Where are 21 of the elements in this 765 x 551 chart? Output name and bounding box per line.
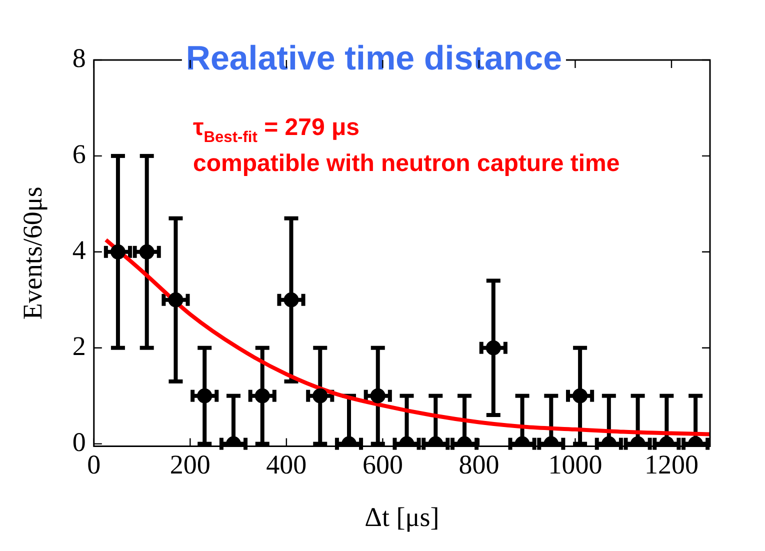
y-axis-title: Events/60μs	[17, 186, 48, 320]
chart-title: Realative time distance	[186, 39, 562, 78]
y-tick-label: 0	[72, 426, 86, 457]
x-axis-title: Δt [μs]	[364, 502, 440, 532]
point	[110, 244, 126, 260]
y-tick-label: 2	[72, 330, 86, 361]
x-tick-label: 200	[170, 449, 210, 480]
point	[486, 340, 501, 356]
point	[284, 292, 299, 308]
point	[139, 244, 154, 260]
point	[168, 292, 184, 308]
y-tick-label: 4	[72, 234, 86, 265]
x-tick-label: 800	[458, 449, 500, 480]
annotation: compatible with neutron capture time	[193, 150, 620, 177]
x-tick-label: 600	[362, 449, 403, 480]
x-tick-label: 1000	[548, 449, 602, 480]
y-tick-label: 6	[72, 139, 86, 170]
y-tick-label: 8	[72, 43, 86, 74]
line-series	[104, 238, 710, 436]
x-tick-label: 1200	[644, 449, 698, 480]
x-tick-label: 400	[266, 449, 307, 480]
